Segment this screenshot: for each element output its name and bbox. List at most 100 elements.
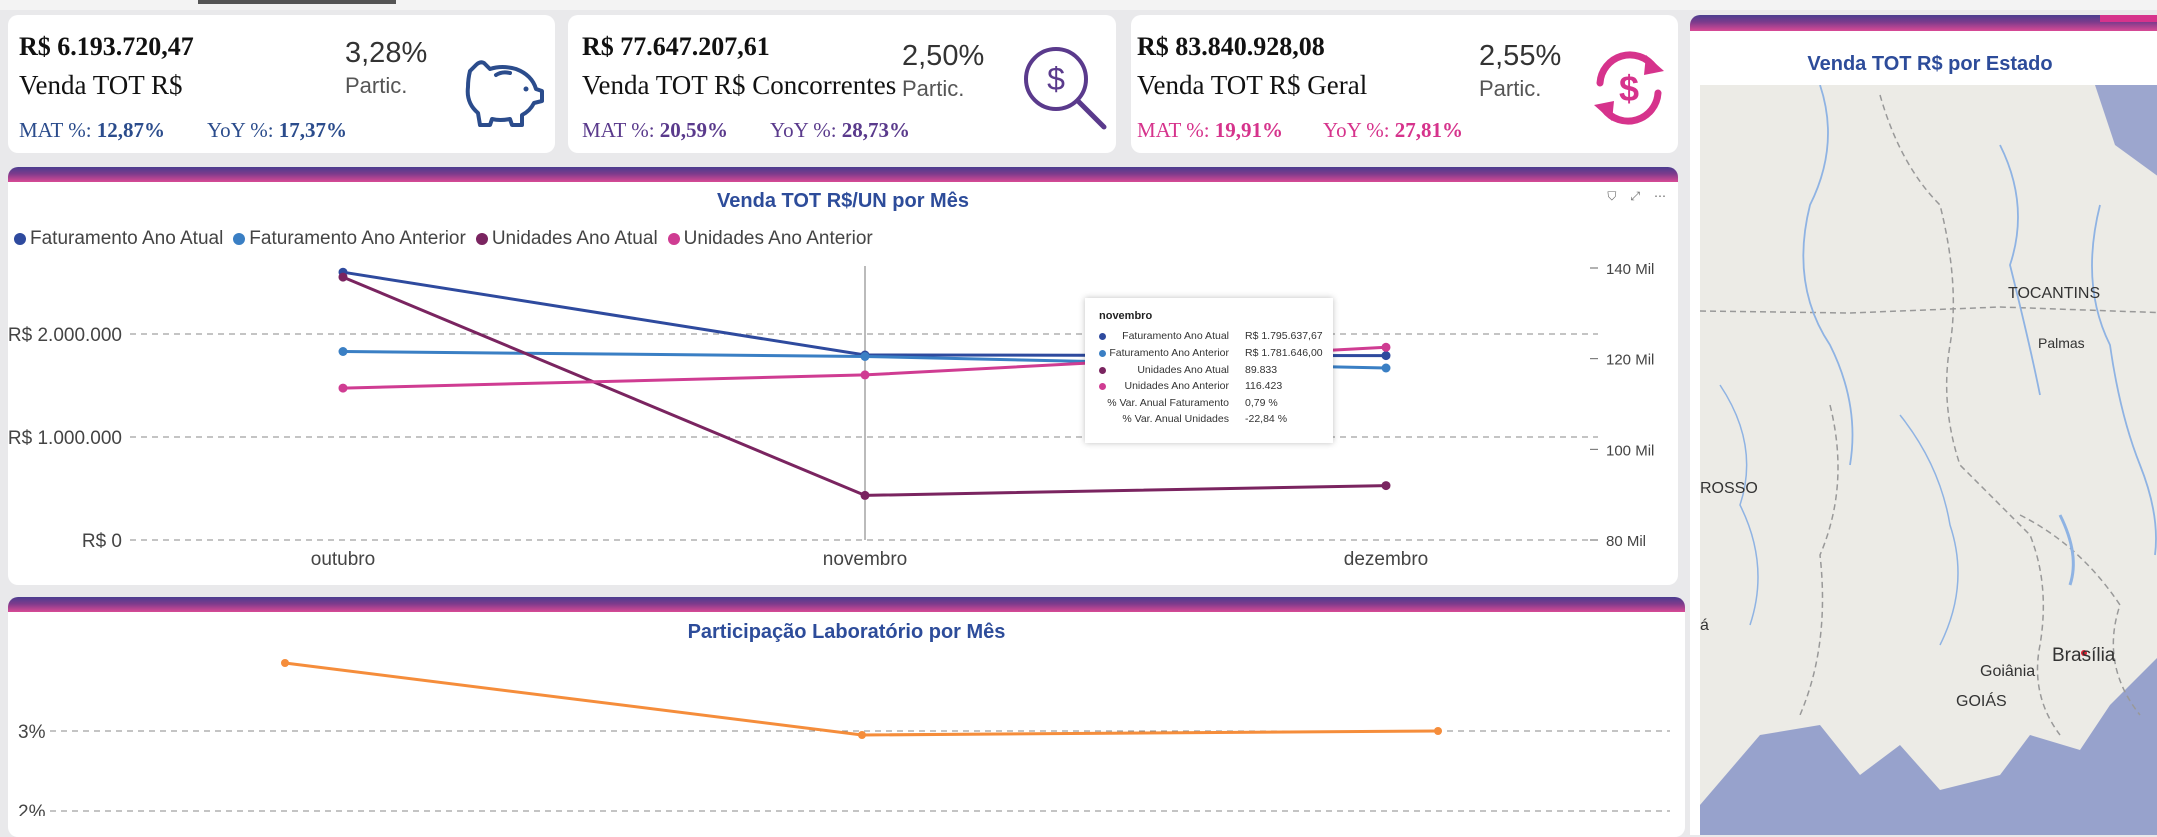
kpi-partic-label: Partic. bbox=[1479, 76, 1542, 101]
tooltip-value: -22,84 % bbox=[1245, 413, 1288, 425]
tooltip-dot bbox=[1099, 383, 1106, 390]
map-label-brasilia: Brasília bbox=[2052, 645, 2116, 666]
series-line bbox=[284, 661, 1439, 737]
legend-item-fat-anterior[interactable]: Faturamento Ano Anterior bbox=[233, 228, 466, 250]
data-point bbox=[860, 370, 870, 380]
kpi-partic-label: Partic. bbox=[902, 76, 965, 101]
line-chart-participacao: 3% 2% bbox=[18, 659, 1670, 816]
legend-label: Unidades Ano Anterior bbox=[683, 228, 873, 249]
tooltip-label: Faturamento Ano Atual bbox=[1122, 330, 1229, 342]
kpi-value: R$ 83.840.928,08 bbox=[1137, 32, 1325, 61]
legend-item-fat-atual[interactable]: Faturamento Ano Atual bbox=[14, 228, 223, 250]
tooltip-row: Unidades Ano Anterior 116.423 bbox=[1085, 380, 1333, 396]
tooltip-value: R$ 1.781.646,00 bbox=[1245, 347, 1323, 359]
tooltip-row: % Var. Anual Faturamento 0,79 % bbox=[1085, 397, 1333, 413]
brasilia-marker[interactable] bbox=[2081, 650, 2087, 656]
chart-title: Participação Laboratório por Mês bbox=[687, 621, 1006, 643]
kpi-yoy-label: YoY %: bbox=[770, 118, 837, 142]
kpi-yoy-value: 17,37% bbox=[278, 118, 348, 142]
tooltip-dot bbox=[1099, 367, 1106, 374]
kpi-yoy: YoY %: 17,37% bbox=[207, 118, 347, 143]
data-point bbox=[860, 352, 870, 361]
focus-mode-icon[interactable]: ⤢ bbox=[1630, 189, 1640, 203]
data-point bbox=[338, 272, 348, 282]
dollar-refresh-icon: $ bbox=[1594, 51, 1664, 125]
tooltip-row: % Var. Anual Unidades -22,84 % bbox=[1085, 413, 1333, 429]
left-axis-tick: R$ 1.000.000 bbox=[8, 428, 122, 449]
top-right-tab[interactable] bbox=[2100, 15, 2157, 22]
state-border bbox=[1879, 94, 2061, 736]
x-axis-tick: dezembro bbox=[1344, 549, 1429, 570]
right-axis-tick: 120 Mil bbox=[1606, 352, 1654, 369]
river bbox=[1719, 384, 1759, 626]
data-point bbox=[281, 659, 289, 667]
top-tab-strip bbox=[0, 0, 2157, 10]
river bbox=[1802, 85, 1854, 466]
kpi-yoy-value: 27,81% bbox=[1394, 118, 1464, 142]
kpi-mat: MAT %: 20,59% bbox=[582, 118, 728, 143]
svg-text:$: $ bbox=[1619, 68, 1639, 109]
card-header-band bbox=[8, 597, 1685, 612]
kpi-mat: MAT %: 19,91% bbox=[1137, 118, 1283, 143]
tooltip-label: Unidades Ano Anterior bbox=[1124, 380, 1230, 392]
river bbox=[2091, 204, 2157, 556]
active-tab-indicator[interactable] bbox=[198, 0, 396, 4]
tooltip-dot bbox=[1099, 333, 1106, 340]
data-point bbox=[338, 347, 348, 356]
filter-icon[interactable]: ⛉ bbox=[1607, 189, 1617, 203]
map-label-rosso: ROSSO bbox=[1700, 480, 1758, 497]
piggy-bank-icon bbox=[465, 60, 544, 127]
state-border bbox=[2019, 514, 2141, 716]
legend-label: Faturamento Ano Anterior bbox=[249, 228, 466, 249]
legend-dot bbox=[667, 233, 680, 245]
kpi-value: R$ 77.647.207,61 bbox=[582, 32, 770, 61]
tooltip-value: 0,79 % bbox=[1245, 397, 1278, 409]
kpi-mat-value: 20,59% bbox=[659, 118, 729, 142]
state-border bbox=[1700, 306, 2157, 314]
chart-title: Venda TOT R$/UN por Mês bbox=[717, 190, 969, 212]
y-axis-tick: 3% bbox=[18, 722, 46, 743]
chart-card-participacao: Participação Laboratório por Mês bbox=[8, 597, 1685, 837]
data-point bbox=[858, 731, 866, 739]
x-axis-tick: novembro bbox=[823, 549, 908, 570]
data-point bbox=[1381, 363, 1391, 373]
tooltip-label: Faturamento Ano Anterior bbox=[1109, 347, 1229, 359]
kpi-mat: MAT %: 12,87% bbox=[19, 118, 165, 143]
more-options-icon[interactable]: ⋯ bbox=[1654, 189, 1666, 203]
data-point bbox=[1381, 342, 1391, 352]
tooltip-row: Faturamento Ano Atual R$ 1.795.637,67 bbox=[1085, 330, 1333, 346]
kpi-partic-pct: 2,55% bbox=[1479, 40, 1562, 72]
kpi-mat-label: MAT %: bbox=[582, 118, 655, 142]
legend-label: Unidades Ano Atual bbox=[491, 228, 658, 249]
tooltip-label: % Var. Anual Unidades bbox=[1122, 413, 1229, 425]
state-border bbox=[1799, 404, 1839, 716]
right-axis-tick: 80 Mil bbox=[1606, 533, 1646, 550]
data-point bbox=[1381, 351, 1391, 361]
card-header-band bbox=[1690, 15, 2157, 31]
card-header-band bbox=[8, 167, 1678, 182]
right-axis-tick: 100 Mil bbox=[1606, 442, 1654, 459]
legend-dot bbox=[14, 233, 26, 245]
tooltip-row: Faturamento Ano Anterior R$ 1.781.646,00 bbox=[1085, 347, 1333, 363]
left-axis-tick: R$ 2.000.000 bbox=[8, 325, 122, 346]
data-point bbox=[1434, 727, 1442, 735]
tooltip-row: Unidades Ano Atual 89.833 bbox=[1085, 364, 1333, 380]
kpi-yoy-label: YoY %: bbox=[207, 118, 274, 142]
kpi-card-venda-geral: R$ 83.840.928,08 Venda TOT R$ Geral 2,55… bbox=[1131, 15, 1678, 153]
kpi-label: Venda TOT R$ bbox=[19, 70, 183, 100]
legend-item-un-anterior[interactable]: Unidades Ano Anterior bbox=[667, 228, 873, 250]
map-label-goiania: Goiânia bbox=[1980, 663, 2036, 680]
kpi-value: R$ 6.193.720,47 bbox=[19, 32, 194, 61]
legend-dot bbox=[233, 233, 246, 245]
tooltip-label: % Var. Anual Faturamento bbox=[1107, 397, 1229, 409]
legend-item-un-atual[interactable]: Unidades Ano Atual bbox=[475, 228, 658, 250]
visual-header-icons: ⛉ ⤢ ⋯ bbox=[1607, 189, 1666, 204]
map-canvas[interactable] bbox=[1700, 85, 2157, 835]
map-label-tocantins: TOCANTINS bbox=[2008, 285, 2101, 302]
kpi-yoy-value: 28,73% bbox=[841, 118, 911, 142]
svg-text:$: $ bbox=[1047, 61, 1065, 97]
right-axis-tick: 140 Mil bbox=[1606, 261, 1654, 278]
river bbox=[1999, 144, 2041, 396]
kpi-label: Venda TOT R$ Geral bbox=[1137, 70, 1368, 100]
chart-legend: Faturamento Ano Atual Faturamento Ano An… bbox=[14, 228, 873, 250]
